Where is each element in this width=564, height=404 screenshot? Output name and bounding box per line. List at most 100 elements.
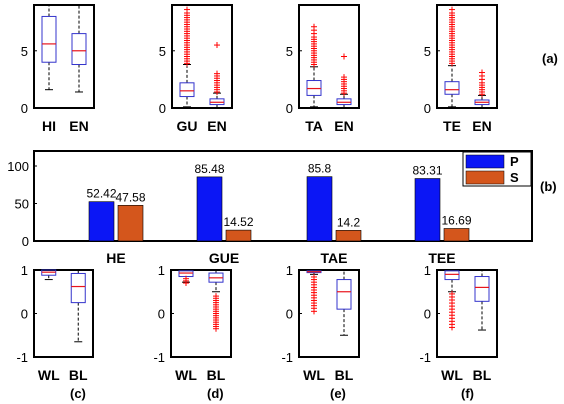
x-tick-label: BL <box>207 367 226 383</box>
y-tick-label: 1 <box>424 263 431 278</box>
box-te <box>444 6 460 108</box>
outlier-point <box>341 53 347 60</box>
x-tick-label: HE <box>106 250 125 266</box>
y-tick-label: 5 <box>21 44 28 59</box>
y-tick-label: -1 <box>419 350 431 365</box>
data-label: 14.52 <box>223 215 253 229</box>
data-label: 85.8 <box>308 162 332 176</box>
panel-label-b: (b) <box>540 179 557 194</box>
data-label: 16.69 <box>441 213 471 227</box>
box-iqr <box>70 272 86 304</box>
box-iqr <box>41 15 57 63</box>
outlier-point <box>213 293 219 300</box>
bar-p <box>306 176 333 242</box>
boxplot-panel-5 <box>33 269 94 358</box>
box-bl <box>474 269 490 331</box>
x-tick-label: WL <box>441 367 463 383</box>
box-wl <box>444 269 460 331</box>
y-tick-label: 0 <box>286 101 293 116</box>
legend-swatch-s <box>465 170 505 185</box>
y-tick-label: 5 <box>159 44 166 59</box>
bar-s <box>443 228 470 242</box>
box-gu <box>179 6 195 108</box>
x-tick-label: BL <box>335 367 354 383</box>
data-label: 47.58 <box>115 190 145 204</box>
axes-frame <box>170 269 232 358</box>
y-tick-label: 0 <box>286 307 293 322</box>
axes-frame <box>33 269 94 358</box>
y-tick-label: 1 <box>158 263 165 278</box>
boxplot-panel-7 <box>298 269 360 358</box>
box-bl <box>208 269 224 332</box>
data-label: 83.31 <box>412 164 442 178</box>
panel-label-a: (a) <box>542 51 558 66</box>
y-tick-label: 0 <box>21 101 28 116</box>
data-label: 14.2 <box>337 215 361 229</box>
y-tick-label: 0 <box>424 101 431 116</box>
axes-frame <box>171 4 233 109</box>
box-hi <box>41 4 57 91</box>
box-iqr <box>71 33 87 66</box>
x-tick-label: TA <box>305 118 323 134</box>
panel-label-d: (d) <box>207 386 224 401</box>
outlier-point <box>449 6 455 13</box>
panel-label-e: (e) <box>330 386 346 401</box>
boxplot-panel-3 <box>436 4 498 109</box>
panel-label-f: (f) <box>461 386 474 401</box>
box-iqr <box>474 276 490 302</box>
axes-frame <box>298 269 360 358</box>
axes-frame <box>436 269 498 358</box>
bar-s <box>225 229 252 242</box>
bar-p <box>88 201 115 242</box>
box-iqr <box>179 82 195 98</box>
y-tick-label: 1 <box>286 263 293 278</box>
boxplot-panel-0 <box>33 4 95 109</box>
outlier-point <box>214 70 220 77</box>
outlier-point <box>311 273 317 280</box>
x-tick-label: HI <box>42 118 56 134</box>
outlier-point <box>449 290 455 297</box>
x-tick-label: WL <box>175 367 197 383</box>
bar-p <box>196 176 223 242</box>
bar-panel <box>33 150 533 242</box>
x-tick-label: EN <box>69 118 88 134</box>
axes-frame <box>33 150 533 242</box>
box-en <box>474 69 490 109</box>
box-iqr <box>444 81 460 95</box>
boxplot-panel-6 <box>170 269 232 358</box>
outlier-point <box>214 42 220 49</box>
legend-label-p: P <box>510 154 519 169</box>
x-tick-label: TAE <box>321 250 348 266</box>
boxplot-panel-8 <box>436 269 498 358</box>
y-tick-label: -1 <box>16 350 28 365</box>
y-tick-label: 5 <box>424 44 431 59</box>
y-tick-label: 50 <box>15 197 29 212</box>
y-tick-label: -1 <box>281 350 293 365</box>
x-tick-label: BL <box>69 367 88 383</box>
x-tick-label: WL <box>38 367 60 383</box>
box-wl <box>306 269 322 315</box>
box-iqr <box>336 279 352 310</box>
data-label: 85.48 <box>194 162 224 176</box>
x-tick-label: EN <box>207 118 226 134</box>
x-tick-label: TEE <box>428 250 455 266</box>
y-tick-label: 0 <box>21 307 28 322</box>
y-tick-label: 5 <box>286 44 293 59</box>
box-en <box>71 4 87 93</box>
box-ta <box>306 23 322 108</box>
box-iqr <box>178 270 194 278</box>
y-tick-label: 0 <box>159 101 166 116</box>
box-wl <box>41 269 57 281</box>
outlier-point <box>311 23 317 30</box>
y-tick-label: 0 <box>22 234 29 249</box>
y-tick-label: 100 <box>7 159 29 174</box>
y-tick-label: 1 <box>21 263 28 278</box>
legend <box>462 151 532 187</box>
legend-label-s: S <box>510 170 519 185</box>
x-tick-label: EN <box>472 118 491 134</box>
outlier-point <box>341 74 347 81</box>
panel-label-c: (c) <box>70 386 86 401</box>
box-wl <box>178 269 194 287</box>
boxplot-panel-2 <box>298 4 360 109</box>
